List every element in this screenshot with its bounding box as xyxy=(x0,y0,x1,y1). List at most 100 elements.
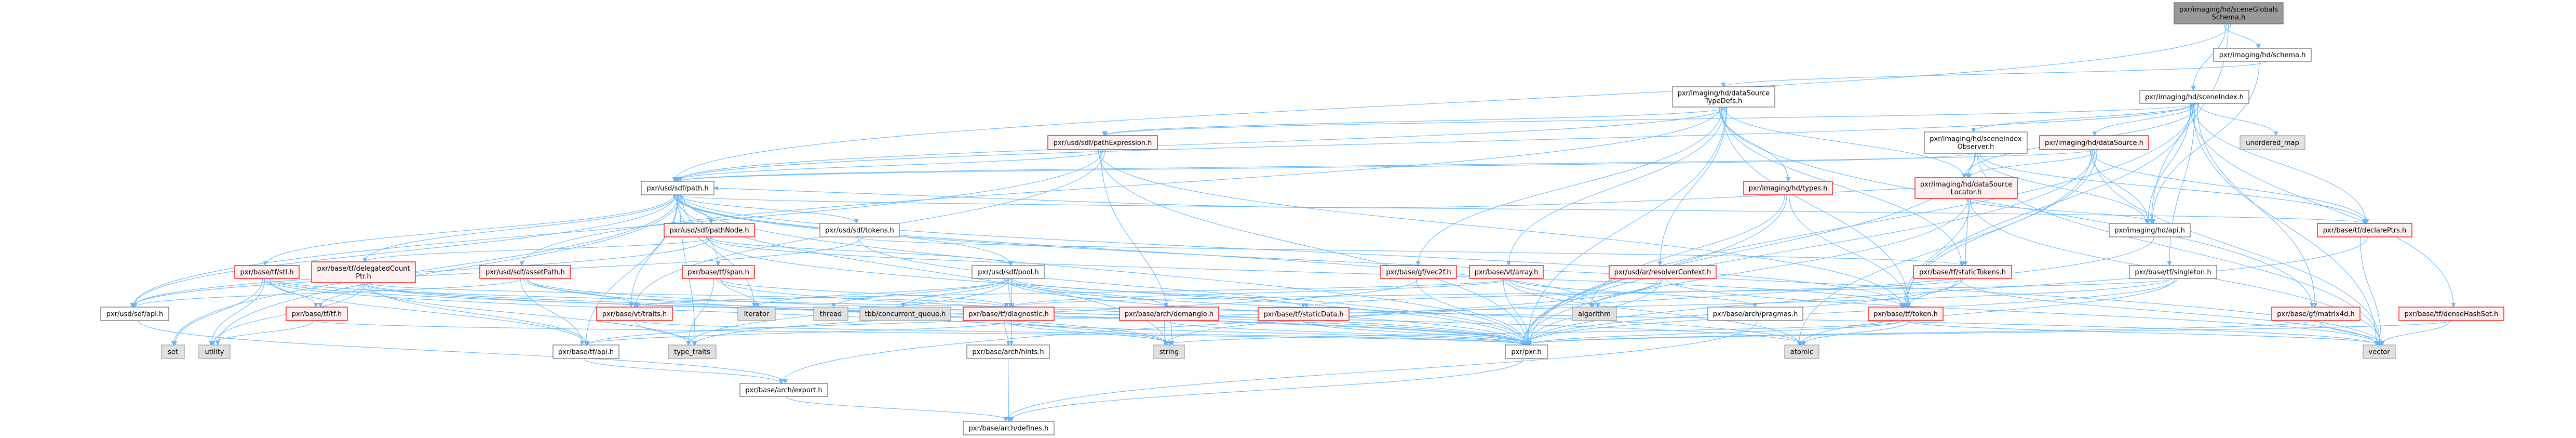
node-declarePtrs[interactable]: pxr/base/tf/declarePtrs.h xyxy=(2317,223,2412,237)
node-vector[interactable]: vector xyxy=(2363,344,2396,359)
node-traits[interactable]: pxr/base/vt/traits.h xyxy=(596,307,673,321)
node-box[interactable] xyxy=(234,265,300,279)
node-box[interactable] xyxy=(966,344,1050,359)
node-box[interactable] xyxy=(2039,135,2149,150)
node-pathNode[interactable]: pxr/usd/sdf/pathNode.h xyxy=(664,223,755,237)
node-box[interactable] xyxy=(1784,344,1819,359)
node-box[interactable] xyxy=(1707,307,1803,321)
node-box[interactable] xyxy=(1119,307,1219,321)
node-tokens[interactable]: pxr/usd/sdf/tokens.h xyxy=(819,223,900,237)
node-utility[interactable]: utility xyxy=(198,344,231,359)
node-box[interactable] xyxy=(664,223,755,237)
node-atomic[interactable]: atomic xyxy=(1784,344,1819,359)
node-box[interactable] xyxy=(1743,181,1833,195)
node-box[interactable] xyxy=(1505,344,1548,359)
node-tf[interactable]: pxr/base/tf/tf.h xyxy=(286,307,348,321)
node-box[interactable] xyxy=(2363,344,2396,359)
node-staticTokens[interactable]: pxr/base/tf/staticTokens.h xyxy=(1913,265,2012,279)
node-box[interactable] xyxy=(641,181,714,195)
node-pxr[interactable]: pxr/pxr.h xyxy=(1505,344,1548,359)
node-thread[interactable]: thread xyxy=(813,307,848,321)
node-denseHashSet[interactable]: pxr/base/tf/denseHashSet.h xyxy=(2398,307,2504,321)
node-box[interactable] xyxy=(2213,48,2312,62)
node-dataSource[interactable]: pxr/imaging/hd/dataSource.h xyxy=(2039,135,2149,150)
node-box[interactable] xyxy=(1672,86,1775,108)
node-box[interactable] xyxy=(737,307,776,321)
node-iterator[interactable]: iterator xyxy=(737,307,776,321)
node-singleton[interactable]: pxr/base/tf/singleton.h xyxy=(2129,265,2217,279)
node-box[interactable] xyxy=(739,383,828,397)
node-box[interactable] xyxy=(2240,135,2305,150)
node-box[interactable] xyxy=(311,261,416,283)
node-box[interactable] xyxy=(1469,265,1544,279)
node-token[interactable]: pxr/base/tf/token.h xyxy=(1868,307,1944,321)
node-box[interactable] xyxy=(2317,223,2412,237)
node-box[interactable] xyxy=(963,307,1055,321)
node-box[interactable] xyxy=(161,344,185,359)
node-box[interactable] xyxy=(1924,131,2028,154)
node-defines[interactable]: pxr/base/arch/defines.h xyxy=(963,421,1055,435)
node-box[interactable] xyxy=(1153,344,1185,359)
node-type_traits[interactable]: type_traits xyxy=(668,344,717,359)
node-box[interactable] xyxy=(1609,265,1717,279)
node-pool[interactable]: pxr/usd/sdf/pool.h xyxy=(972,265,1045,279)
node-pathExpr[interactable]: pxr/usd/sdf/pathExpression.h xyxy=(1047,135,1158,150)
node-export[interactable]: pxr/base/arch/export.h xyxy=(739,383,828,397)
node-array[interactable]: pxr/base/vt/array.h xyxy=(1469,265,1544,279)
node-matrix4d[interactable]: pxr/base/gf/matrix4d.h xyxy=(2271,307,2361,321)
node-box[interactable] xyxy=(596,307,673,321)
node-box[interactable] xyxy=(813,307,848,321)
node-box[interactable] xyxy=(286,307,348,321)
node-box[interactable] xyxy=(2398,307,2504,321)
node-resolverContext[interactable]: pxr/usd/ar/resolverContext.h xyxy=(1609,265,1717,279)
node-unordered_map[interactable]: unordered_map xyxy=(2240,135,2305,150)
node-box[interactable] xyxy=(2271,307,2361,321)
node-box[interactable] xyxy=(1913,265,2012,279)
node-box[interactable] xyxy=(2129,265,2217,279)
node-box[interactable] xyxy=(198,344,231,359)
node-set[interactable]: set xyxy=(161,344,185,359)
node-box[interactable] xyxy=(1380,265,1457,279)
node-tbb[interactable]: tbb/concurrent_queue.h xyxy=(859,307,951,321)
node-tfApi[interactable]: pxr/base/tf/api.h xyxy=(552,344,619,359)
node-string[interactable]: string xyxy=(1153,344,1185,359)
node-hints[interactable]: pxr/base/arch/hints.h xyxy=(966,344,1050,359)
node-box[interactable] xyxy=(972,265,1045,279)
node-pragmas[interactable]: pxr/base/arch/pragmas.h xyxy=(1707,307,1803,321)
node-box[interactable] xyxy=(819,223,900,237)
node-sdfApi[interactable]: pxr/usd/sdf/api.h xyxy=(100,307,169,321)
node-box[interactable] xyxy=(552,344,619,359)
node-box[interactable] xyxy=(1572,307,1617,321)
node-box[interactable] xyxy=(2139,90,2249,104)
node-box[interactable] xyxy=(100,307,169,321)
node-span[interactable]: pxr/base/tf/span.h xyxy=(682,265,755,279)
node-box[interactable] xyxy=(963,421,1055,435)
node-box[interactable] xyxy=(479,265,571,279)
node-box[interactable] xyxy=(1047,135,1158,150)
node-box[interactable] xyxy=(2109,223,2191,237)
node-box[interactable] xyxy=(668,344,717,359)
node-box[interactable] xyxy=(1258,307,1350,321)
node-schema[interactable]: pxr/imaging/hd/schema.h xyxy=(2213,48,2312,62)
node-box[interactable] xyxy=(2174,2,2284,24)
node-path[interactable]: pxr/usd/sdf/path.h xyxy=(641,181,714,195)
node-algorithm[interactable]: algorithm xyxy=(1572,307,1617,321)
node-box[interactable] xyxy=(1914,177,2018,199)
node-assetPath[interactable]: pxr/usd/sdf/assetPath.h xyxy=(479,265,571,279)
node-vec2f[interactable]: pxr/base/gf/vec2f.h xyxy=(1380,265,1457,279)
node-diagnostic[interactable]: pxr/base/tf/diagnostic.h xyxy=(963,307,1055,321)
node-types[interactable]: pxr/imaging/hd/types.h xyxy=(1743,181,1833,195)
node-box[interactable] xyxy=(859,307,951,321)
node-demangle[interactable]: pxr/base/arch/demangle.h xyxy=(1119,307,1219,321)
node-sceneIndex[interactable]: pxr/imaging/hd/sceneIndex.h xyxy=(2139,90,2249,104)
node-stl[interactable]: pxr/base/tf/stl.h xyxy=(234,265,300,279)
node-staticData[interactable]: pxr/base/tf/staticData.h xyxy=(1258,307,1350,321)
node-box[interactable] xyxy=(682,265,755,279)
node-hdApi[interactable]: pxr/imaging/hd/api.h xyxy=(2109,223,2191,237)
node-box[interactable] xyxy=(1868,307,1944,321)
